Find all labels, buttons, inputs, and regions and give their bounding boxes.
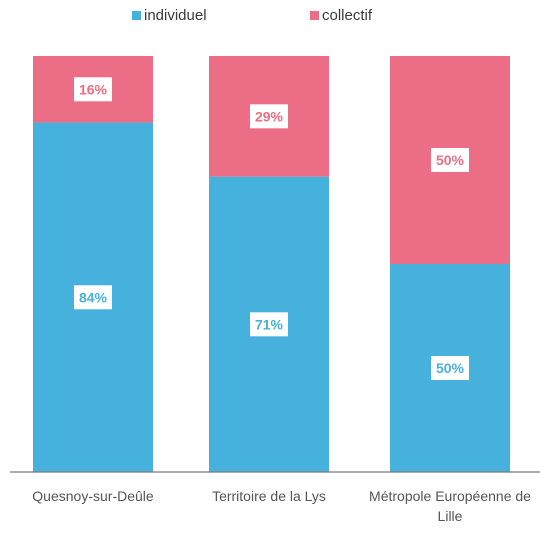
data-label-box: [250, 312, 288, 337]
category-label: Métropole Européenne de: [369, 488, 531, 504]
data-label-box: [431, 148, 469, 172]
category-label: Lille: [438, 508, 463, 524]
legend-label-individuel: individuel: [144, 7, 207, 24]
data-label-box: [74, 77, 112, 102]
data-label-box: [74, 285, 112, 310]
data-label-collectif-metropole-europeenne-de-lille: 50%: [436, 152, 465, 168]
plot-area: 84% 16% 71% 29% 50% 50%: [33, 56, 510, 472]
data-label-individuel-territoire-de-la-lys: 71%: [255, 316, 284, 332]
legend-label-collectif: collectif: [322, 7, 373, 24]
data-label-box: [250, 104, 288, 129]
category-label: Territoire de la Lys: [212, 488, 326, 504]
category-label: Quesnoy-sur-Deûle: [32, 488, 154, 504]
data-label-individuel-quesnoy-sur-deule: 84%: [79, 289, 108, 305]
data-label-box: [431, 356, 469, 380]
category-labels: Quesnoy-sur-Deûle Territoire de la Lys Mét…: [32, 488, 531, 524]
legend: individuel collectif: [132, 7, 373, 24]
data-label-collectif-quesnoy-sur-deule: 16%: [79, 81, 108, 97]
data-label-individuel-metropole-europeenne-de-lille: 50%: [436, 360, 465, 376]
data-label-collectif-territoire-de-la-lys: 29%: [255, 108, 284, 124]
legend-swatch-collectif: [310, 11, 319, 20]
legend-swatch-individuel: [132, 11, 141, 20]
